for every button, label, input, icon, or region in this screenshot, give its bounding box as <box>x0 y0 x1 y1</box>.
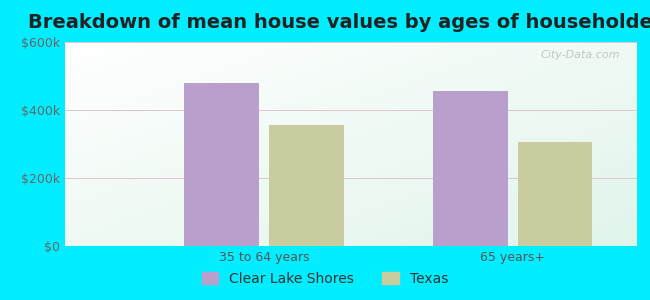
Bar <box>433 91 508 246</box>
Legend: Clear Lake Shores, Texas: Clear Lake Shores, Texas <box>198 268 452 290</box>
Bar <box>517 142 592 246</box>
Bar <box>269 125 344 246</box>
Bar <box>185 83 259 246</box>
Text: City-Data.com: City-Data.com <box>540 50 620 60</box>
Title: Breakdown of mean house values by ages of householders: Breakdown of mean house values by ages o… <box>28 13 650 32</box>
